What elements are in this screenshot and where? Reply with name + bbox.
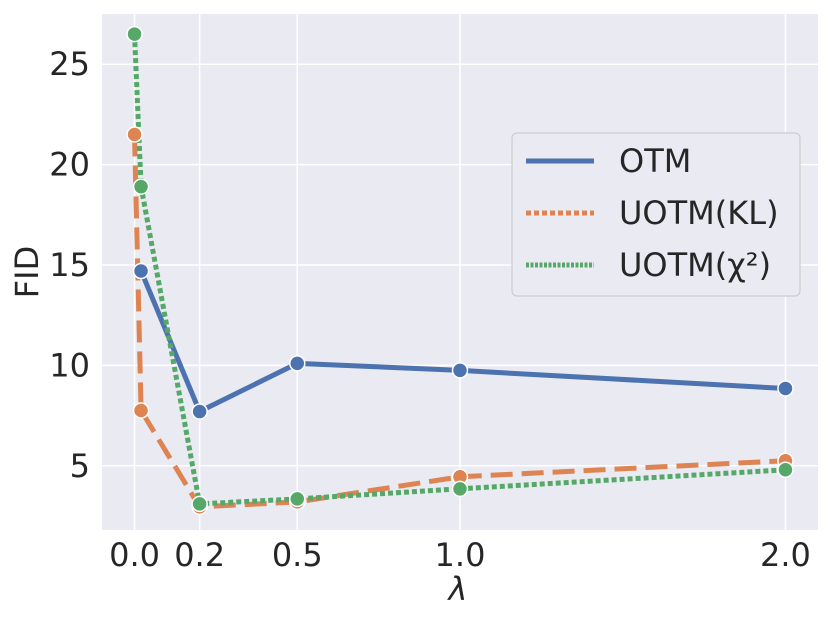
data-point-0 [289, 355, 306, 372]
x-tick-label: 0.5 [272, 536, 323, 574]
x-tick-label: 1.0 [435, 536, 486, 574]
x-axis-label: λ [447, 570, 468, 608]
series-line-2 [132, 33, 786, 507]
data-point-0 [132, 262, 150, 280]
y-tick-label: 5 [70, 447, 90, 485]
grid-lines [102, 14, 818, 530]
x-tick-label: 0.2 [174, 536, 225, 574]
data-point-0 [451, 362, 469, 379]
data-point-1 [126, 126, 143, 143]
legend: OTM UOTM(KL) UOTM(χ²) [511, 132, 801, 297]
data-point-2 [451, 480, 469, 498]
legend-label-1: UOTM(KL) [619, 194, 779, 232]
y-tick-label: 15 [49, 246, 90, 284]
data-point-2 [132, 178, 150, 195]
data-point-0 [191, 403, 208, 420]
y-tick-labels: 5 10 15 20 25 [49, 45, 90, 485]
data-point-2 [289, 490, 306, 508]
x-tick-label: 0.0 [109, 536, 160, 574]
data-point-2 [777, 461, 794, 479]
y-axis-label: FID [8, 246, 46, 298]
data-point-2 [126, 25, 143, 43]
y-tick-label: 20 [49, 146, 90, 184]
x-tick-label: 2.0 [760, 536, 811, 574]
legend-label-2: UOTM(χ²) [619, 246, 771, 284]
series-line-1 [132, 134, 786, 510]
y-tick-label: 10 [49, 346, 90, 384]
data-point-1 [132, 402, 150, 419]
data-point-0 [777, 380, 794, 397]
y-tick-label: 25 [49, 45, 90, 83]
x-tick-labels: 0.0 0.2 0.5 1.0 2.0 [109, 536, 811, 574]
legend-box [511, 132, 801, 297]
series-markers [126, 25, 794, 516]
data-point-2 [191, 495, 208, 513]
legend-label-0: OTM [619, 142, 691, 180]
